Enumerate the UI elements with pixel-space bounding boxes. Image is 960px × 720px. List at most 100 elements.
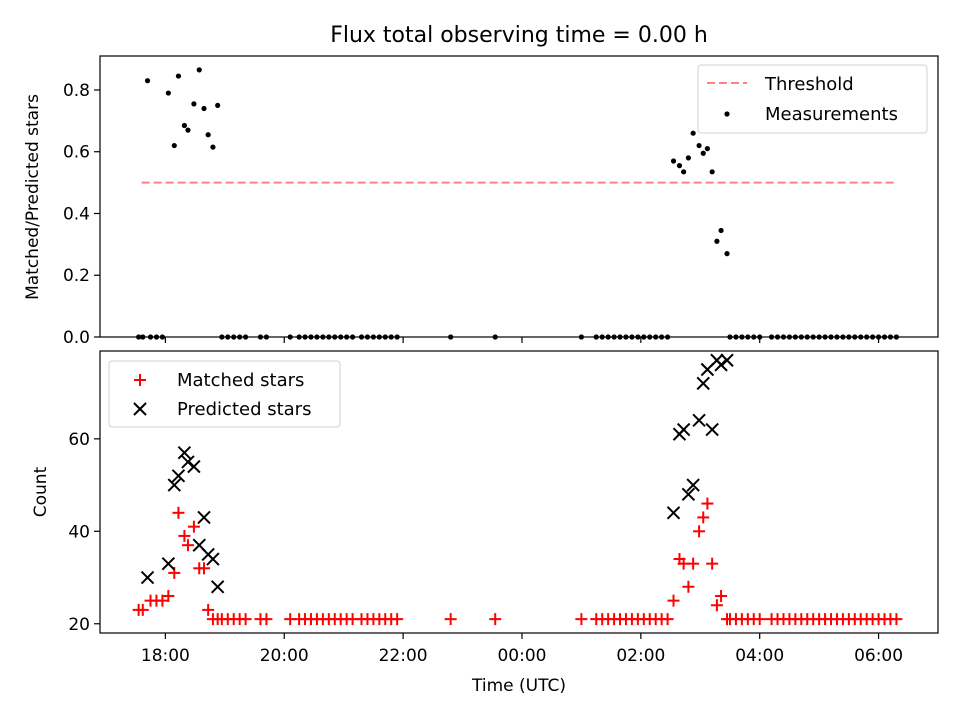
matched-point: [661, 613, 674, 626]
predicted-point: [167, 478, 181, 492]
top-y-axis-label: Matched/Predicted stars: [23, 94, 43, 300]
x-tick-label: 02:00: [616, 646, 665, 666]
predicted-point: [197, 510, 211, 525]
x-tick-label: 04:00: [735, 646, 784, 666]
measurement-point: [181, 122, 187, 129]
measurement-point: [201, 105, 207, 112]
matched-point: [715, 590, 728, 603]
y-tick-label: 0.0: [63, 328, 90, 348]
bottom-y-axis: 20 40 60: [68, 430, 100, 635]
measurement-point: [690, 130, 696, 136]
matched-point: [239, 613, 252, 626]
bottom-y-axis-label: Count: [31, 466, 51, 517]
measurement-point: [144, 78, 151, 84]
matched-point: [890, 613, 903, 626]
predicted-point: [686, 478, 700, 492]
matched-point: [693, 525, 706, 538]
matched-point: [489, 613, 502, 626]
predicted-point: [666, 506, 681, 520]
legend-predicted-swatch: [133, 402, 147, 416]
legend-matched-swatch: [134, 374, 146, 386]
y-tick-label: 40: [68, 522, 90, 542]
bottom-legend-box: [108, 360, 341, 428]
bottom-x-axis: 18:00 20:00 22:00 00:00 02:00 04:00 06:00: [141, 633, 903, 666]
y-tick-label: 0.4: [63, 204, 90, 224]
matched-point: [178, 529, 191, 542]
predicted-point: [187, 459, 201, 474]
y-tick-label: 0.2: [63, 266, 90, 286]
matched-point: [710, 599, 723, 612]
measurement-point: [191, 101, 197, 107]
measurement-point: [175, 73, 182, 79]
predicted-point: [720, 353, 734, 367]
y-tick-label: 0.6: [63, 143, 90, 163]
top-x-axis: [164, 337, 880, 343]
x-tick-label: 00:00: [497, 646, 546, 666]
measurement-point: [670, 158, 677, 164]
top-plot-frame: [99, 55, 939, 338]
matched-point: [187, 520, 200, 533]
top-panel: 0.00.20.40.60.8 Matched/Predicted stars …: [23, 55, 939, 348]
bottom-plot-frame: [99, 350, 939, 634]
measurement-point: [171, 142, 177, 149]
bottom-legend: Matched stars Predicted stars: [108, 360, 341, 428]
legend-threshold-label: Threshold: [764, 74, 854, 95]
predicted-point: [705, 422, 719, 437]
matched-point: [162, 590, 175, 603]
matched-point: [444, 613, 457, 626]
matched-point: [701, 497, 714, 510]
measurement-point: [724, 251, 730, 257]
x-tick-label: 22:00: [379, 646, 428, 666]
predicted-point: [692, 413, 706, 428]
matched-point: [706, 557, 719, 570]
matched-point: [753, 613, 766, 626]
y-tick-label: 20: [68, 615, 90, 635]
bottom-panel: 20 40 60 18:00 20:00 22:00 00:00 02:00 04:00 06:…: [31, 350, 939, 696]
top-y-axis: 0.0 0.2 0.4 0.6 0.8: [63, 81, 100, 348]
measurement-point: [165, 90, 171, 96]
matched-point: [198, 562, 211, 575]
matched-point: [667, 594, 680, 607]
matched-point: [172, 506, 185, 519]
matched-point: [181, 539, 194, 552]
measurement-point: [704, 146, 711, 152]
top-legend-box: [697, 64, 928, 134]
measurement-point: [714, 238, 720, 244]
measurement-point: [696, 142, 702, 149]
x-axis-label: Time (UTC): [471, 676, 566, 696]
measurement-point: [685, 155, 691, 161]
predicted-point: [206, 552, 220, 566]
predicted-point: [676, 422, 691, 437]
measurement-point: [196, 67, 202, 73]
matched-point: [697, 511, 710, 524]
legend-matched-label: Matched stars: [177, 370, 304, 391]
predicted-point: [210, 580, 225, 594]
legend-predicted-label: Predicted stars: [177, 399, 311, 420]
measurement-point: [700, 150, 706, 156]
x-tick-label: 06:00: [854, 646, 903, 666]
measurement-point: [210, 144, 216, 150]
y-tick-label: 60: [68, 430, 90, 450]
measurement-point: [205, 132, 211, 138]
measurement-point: [681, 169, 687, 175]
predicted-point: [161, 556, 176, 571]
matched-point: [687, 557, 700, 570]
measurement-point: [185, 127, 191, 133]
matched-point: [682, 580, 695, 593]
y-tick-label: 0.8: [63, 81, 90, 101]
predicted-point: [171, 469, 186, 483]
matched-point: [260, 613, 273, 626]
top-legend: Threshold Measurements: [697, 64, 928, 134]
measurement-point: [676, 163, 683, 169]
matched-point: [575, 613, 588, 626]
measurement-point: [709, 169, 715, 175]
legend-measurements-label: Measurements: [765, 104, 898, 125]
x-tick-label: 18:00: [141, 646, 190, 666]
legend-measurements-swatch: [724, 111, 730, 117]
predicted-point: [696, 376, 710, 391]
predicted-point: [177, 445, 192, 460]
matched-point: [202, 603, 215, 616]
matched-point: [136, 603, 149, 616]
x-tick-label: 20:00: [260, 646, 309, 666]
